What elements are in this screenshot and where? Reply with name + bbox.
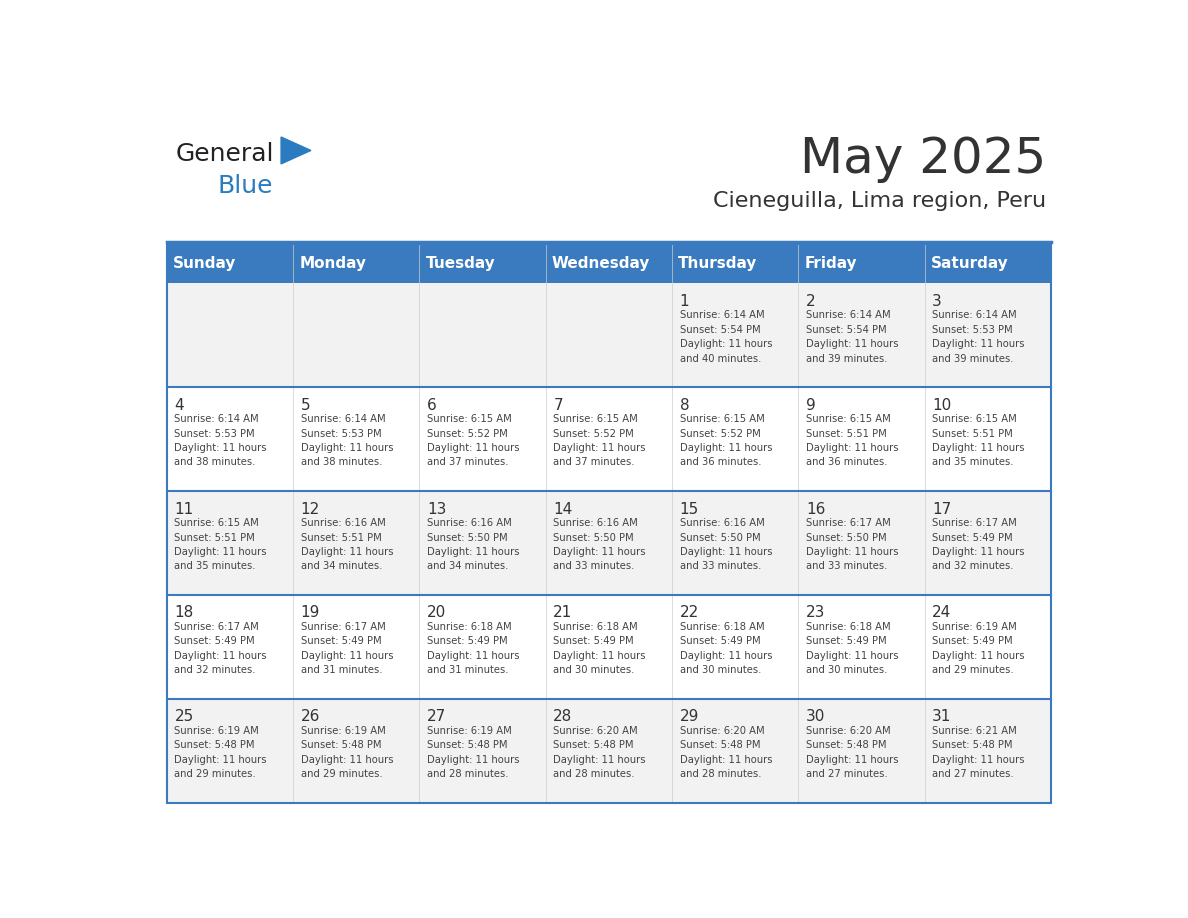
Text: 1: 1 [680,294,689,308]
Text: Sunrise: 6:18 AM
Sunset: 5:49 PM
Daylight: 11 hours
and 30 minutes.: Sunrise: 6:18 AM Sunset: 5:49 PM Dayligh… [805,622,898,676]
Text: Sunrise: 6:16 AM
Sunset: 5:50 PM
Daylight: 11 hours
and 33 minutes.: Sunrise: 6:16 AM Sunset: 5:50 PM Dayligh… [554,518,646,571]
Text: 26: 26 [301,710,320,724]
Text: Friday: Friday [804,256,858,272]
Text: 2: 2 [805,294,815,308]
Text: 16: 16 [805,501,826,517]
Text: 23: 23 [805,606,826,621]
Text: May 2025: May 2025 [800,135,1047,183]
Text: Sunrise: 6:14 AM
Sunset: 5:53 PM
Daylight: 11 hours
and 39 minutes.: Sunrise: 6:14 AM Sunset: 5:53 PM Dayligh… [933,310,1024,364]
Text: Sunrise: 6:15 AM
Sunset: 5:52 PM
Daylight: 11 hours
and 37 minutes.: Sunrise: 6:15 AM Sunset: 5:52 PM Dayligh… [426,414,519,467]
Text: Sunrise: 6:18 AM
Sunset: 5:49 PM
Daylight: 11 hours
and 30 minutes.: Sunrise: 6:18 AM Sunset: 5:49 PM Dayligh… [680,622,772,676]
Text: Wednesday: Wednesday [552,256,650,272]
Text: Sunrise: 6:16 AM
Sunset: 5:50 PM
Daylight: 11 hours
and 33 minutes.: Sunrise: 6:16 AM Sunset: 5:50 PM Dayligh… [680,518,772,571]
Text: Sunday: Sunday [173,256,236,272]
Polygon shape [282,137,311,164]
Text: 6: 6 [426,397,437,412]
Text: Sunrise: 6:17 AM
Sunset: 5:49 PM
Daylight: 11 hours
and 32 minutes.: Sunrise: 6:17 AM Sunset: 5:49 PM Dayligh… [933,518,1024,571]
Text: Sunrise: 6:20 AM
Sunset: 5:48 PM
Daylight: 11 hours
and 28 minutes.: Sunrise: 6:20 AM Sunset: 5:48 PM Dayligh… [680,726,772,779]
Text: 31: 31 [933,710,952,724]
Bar [166,244,1051,284]
Text: 15: 15 [680,501,699,517]
Text: Sunrise: 6:19 AM
Sunset: 5:48 PM
Daylight: 11 hours
and 28 minutes.: Sunrise: 6:19 AM Sunset: 5:48 PM Dayligh… [426,726,519,779]
Text: Sunrise: 6:16 AM
Sunset: 5:51 PM
Daylight: 11 hours
and 34 minutes.: Sunrise: 6:16 AM Sunset: 5:51 PM Dayligh… [301,518,393,571]
Bar [166,387,1051,491]
Text: Sunrise: 6:21 AM
Sunset: 5:48 PM
Daylight: 11 hours
and 27 minutes.: Sunrise: 6:21 AM Sunset: 5:48 PM Dayligh… [933,726,1024,779]
Text: 24: 24 [933,606,952,621]
Text: Cieneguilla, Lima region, Peru: Cieneguilla, Lima region, Peru [713,192,1047,211]
Text: 30: 30 [805,710,826,724]
Bar [166,595,1051,699]
Text: 28: 28 [554,710,573,724]
Text: Sunrise: 6:19 AM
Sunset: 5:48 PM
Daylight: 11 hours
and 29 minutes.: Sunrise: 6:19 AM Sunset: 5:48 PM Dayligh… [175,726,267,779]
Text: Sunrise: 6:18 AM
Sunset: 5:49 PM
Daylight: 11 hours
and 30 minutes.: Sunrise: 6:18 AM Sunset: 5:49 PM Dayligh… [554,622,646,676]
Text: Sunrise: 6:14 AM
Sunset: 5:54 PM
Daylight: 11 hours
and 40 minutes.: Sunrise: 6:14 AM Sunset: 5:54 PM Dayligh… [680,310,772,364]
Text: Sunrise: 6:17 AM
Sunset: 5:49 PM
Daylight: 11 hours
and 32 minutes.: Sunrise: 6:17 AM Sunset: 5:49 PM Dayligh… [175,622,267,676]
Text: 20: 20 [426,606,447,621]
Text: Saturday: Saturday [931,256,1009,272]
Text: 13: 13 [426,501,447,517]
Text: 22: 22 [680,606,699,621]
Text: Thursday: Thursday [678,256,758,272]
Bar [166,491,1051,595]
Text: Sunrise: 6:20 AM
Sunset: 5:48 PM
Daylight: 11 hours
and 28 minutes.: Sunrise: 6:20 AM Sunset: 5:48 PM Dayligh… [554,726,646,779]
Text: 8: 8 [680,397,689,412]
Text: 25: 25 [175,710,194,724]
Text: Tuesday: Tuesday [425,256,495,272]
Text: 12: 12 [301,501,320,517]
Text: 9: 9 [805,397,816,412]
Text: Sunrise: 6:19 AM
Sunset: 5:49 PM
Daylight: 11 hours
and 29 minutes.: Sunrise: 6:19 AM Sunset: 5:49 PM Dayligh… [933,622,1024,676]
Text: Sunrise: 6:15 AM
Sunset: 5:51 PM
Daylight: 11 hours
and 35 minutes.: Sunrise: 6:15 AM Sunset: 5:51 PM Dayligh… [175,518,267,571]
Text: Sunrise: 6:16 AM
Sunset: 5:50 PM
Daylight: 11 hours
and 34 minutes.: Sunrise: 6:16 AM Sunset: 5:50 PM Dayligh… [426,518,519,571]
Text: 3: 3 [933,294,942,308]
Text: Sunrise: 6:14 AM
Sunset: 5:53 PM
Daylight: 11 hours
and 38 minutes.: Sunrise: 6:14 AM Sunset: 5:53 PM Dayligh… [175,414,267,467]
Text: Sunrise: 6:19 AM
Sunset: 5:48 PM
Daylight: 11 hours
and 29 minutes.: Sunrise: 6:19 AM Sunset: 5:48 PM Dayligh… [301,726,393,779]
Text: 10: 10 [933,397,952,412]
Text: 5: 5 [301,397,310,412]
Text: 17: 17 [933,501,952,517]
Text: Sunrise: 6:15 AM
Sunset: 5:52 PM
Daylight: 11 hours
and 36 minutes.: Sunrise: 6:15 AM Sunset: 5:52 PM Dayligh… [680,414,772,467]
Text: General: General [176,142,274,166]
Text: Blue: Blue [217,174,273,197]
Text: Sunrise: 6:14 AM
Sunset: 5:54 PM
Daylight: 11 hours
and 39 minutes.: Sunrise: 6:14 AM Sunset: 5:54 PM Dayligh… [805,310,898,364]
Text: 14: 14 [554,501,573,517]
Text: Monday: Monday [299,256,366,272]
Text: Sunrise: 6:14 AM
Sunset: 5:53 PM
Daylight: 11 hours
and 38 minutes.: Sunrise: 6:14 AM Sunset: 5:53 PM Dayligh… [301,414,393,467]
Text: 27: 27 [426,710,447,724]
Text: Sunrise: 6:15 AM
Sunset: 5:52 PM
Daylight: 11 hours
and 37 minutes.: Sunrise: 6:15 AM Sunset: 5:52 PM Dayligh… [554,414,646,467]
Text: 4: 4 [175,397,184,412]
Text: 29: 29 [680,710,699,724]
Text: 21: 21 [554,606,573,621]
Text: Sunrise: 6:15 AM
Sunset: 5:51 PM
Daylight: 11 hours
and 35 minutes.: Sunrise: 6:15 AM Sunset: 5:51 PM Dayligh… [933,414,1024,467]
Text: Sunrise: 6:17 AM
Sunset: 5:49 PM
Daylight: 11 hours
and 31 minutes.: Sunrise: 6:17 AM Sunset: 5:49 PM Dayligh… [301,622,393,676]
Bar [166,244,1051,803]
Text: Sunrise: 6:15 AM
Sunset: 5:51 PM
Daylight: 11 hours
and 36 minutes.: Sunrise: 6:15 AM Sunset: 5:51 PM Dayligh… [805,414,898,467]
Text: Sunrise: 6:18 AM
Sunset: 5:49 PM
Daylight: 11 hours
and 31 minutes.: Sunrise: 6:18 AM Sunset: 5:49 PM Dayligh… [426,622,519,676]
Bar [166,699,1051,803]
Text: 19: 19 [301,606,320,621]
Text: 7: 7 [554,397,563,412]
Text: 11: 11 [175,501,194,517]
Text: 18: 18 [175,606,194,621]
Text: Sunrise: 6:17 AM
Sunset: 5:50 PM
Daylight: 11 hours
and 33 minutes.: Sunrise: 6:17 AM Sunset: 5:50 PM Dayligh… [805,518,898,571]
Text: Sunrise: 6:20 AM
Sunset: 5:48 PM
Daylight: 11 hours
and 27 minutes.: Sunrise: 6:20 AM Sunset: 5:48 PM Dayligh… [805,726,898,779]
Bar [166,284,1051,387]
